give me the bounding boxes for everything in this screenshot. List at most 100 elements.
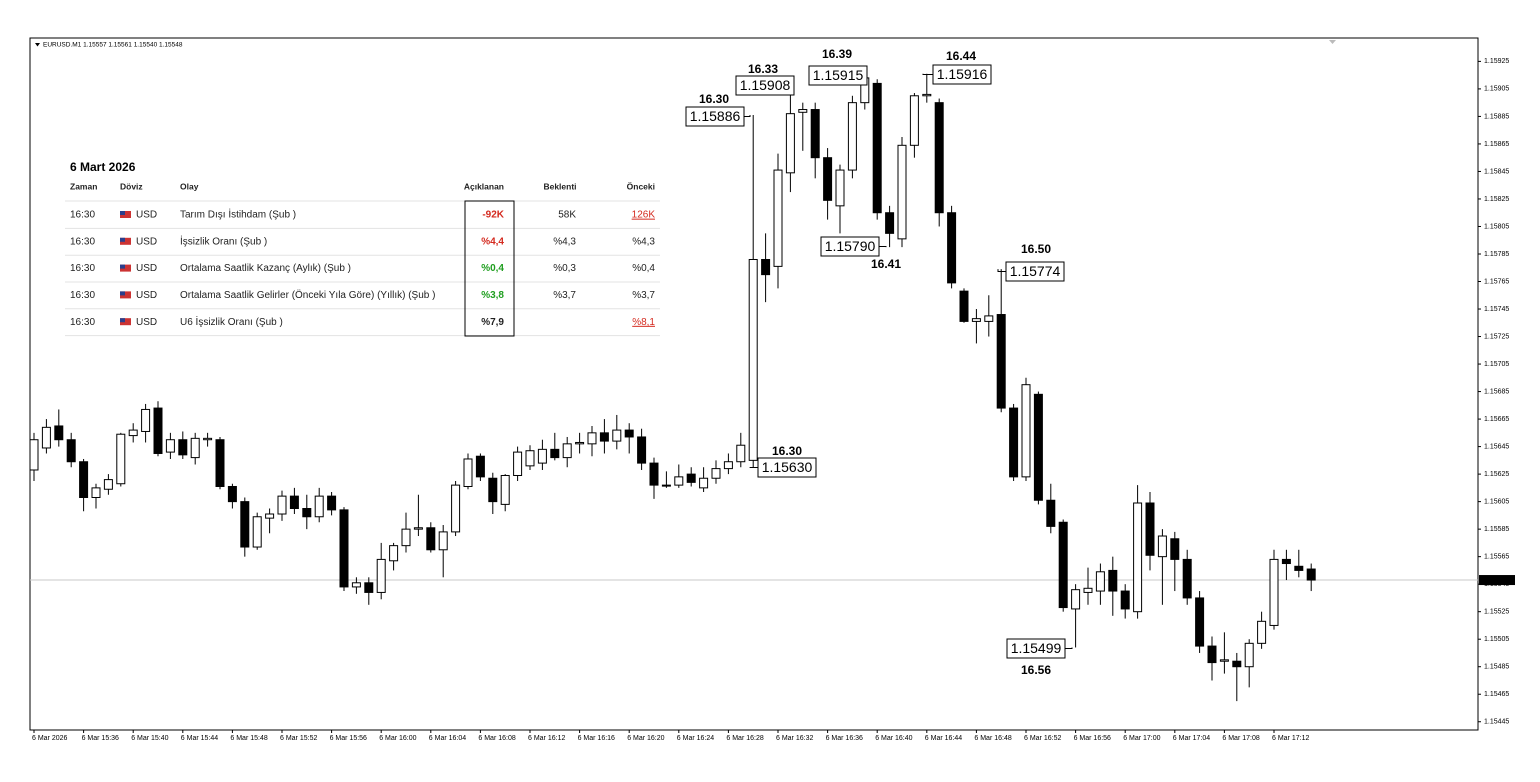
annotation-box (1006, 638, 1066, 659)
flag-icon (120, 318, 131, 326)
flag-icon-canton (120, 291, 125, 296)
x-tick-label: 6 Mar 15:36 (82, 735, 119, 742)
annotation-box (685, 106, 745, 127)
x-tick-label: 6 Mar 15:52 (280, 735, 317, 742)
candle-body (1033, 393, 1043, 501)
candle-body (29, 439, 39, 471)
y-tick-label: 1.15765 (1484, 278, 1509, 285)
candle-body (984, 315, 994, 322)
candle-body (54, 425, 64, 441)
candle-body (1232, 660, 1242, 668)
y-tick-label: 1.15465 (1484, 691, 1509, 698)
current-price-label: 1.15548 (1482, 577, 1507, 584)
candle-body (240, 501, 250, 548)
current-price-tag (1479, 575, 1515, 586)
event-previous: %3,7 (632, 290, 655, 301)
candle-body (178, 439, 188, 456)
event-actual: %4,4 (481, 236, 504, 247)
candle-body (41, 426, 51, 449)
annotation-price: 1.15908 (740, 77, 791, 93)
candle-body (1269, 558, 1279, 626)
candle-body (699, 477, 709, 489)
x-tick-label: 6 Mar 15:48 (230, 735, 267, 742)
y-tick-label: 1.15605 (1484, 498, 1509, 505)
event-currency: USD (136, 263, 157, 274)
event-name: Ortalama Saatlik Gelirler (Önceki Yıla G… (180, 289, 435, 301)
candle-body (1306, 568, 1316, 581)
candle-body (947, 212, 957, 284)
event-previous: %8,1 (632, 317, 655, 328)
event-forecast: %0,3 (553, 263, 576, 274)
x-tick-label: 6 Mar 17:08 (1222, 735, 1259, 742)
candle-body (203, 437, 213, 441)
x-tick-label: 6 Mar 16:52 (1024, 735, 1061, 742)
event-name: Tarım Dışı İstihdam (Şub ) (180, 208, 296, 221)
annotation-time: 16.41 (871, 257, 901, 271)
flag-icon-canton (120, 318, 125, 323)
x-tick-label: 6 Mar 16:12 (528, 735, 565, 742)
candle-body (872, 82, 882, 214)
candle-body (612, 429, 622, 442)
candle-body (1133, 502, 1143, 613)
candle-body (1207, 645, 1217, 664)
event-time: 16:30 (70, 263, 95, 274)
candle-body (711, 468, 721, 479)
x-tick-label: 6 Mar 16:56 (1074, 735, 1111, 742)
candle-body (971, 318, 981, 322)
candle-body (1145, 502, 1155, 556)
y-tick-label: 1.15565 (1484, 553, 1509, 560)
candle-body (1083, 587, 1093, 593)
candle-body (364, 582, 374, 593)
candle-body (785, 113, 795, 174)
candle-body (661, 484, 671, 487)
event-previous: %4,3 (632, 236, 655, 247)
x-tick-label: 6 Mar 16:24 (677, 735, 714, 742)
candle-body (376, 558, 386, 593)
y-tick-label: 1.15585 (1484, 526, 1509, 533)
x-tick-label: 6 Mar 16:36 (826, 735, 863, 742)
event-name: Ortalama Saatlik Kazanç (Aylık) (Şub ) (180, 263, 351, 274)
candle-body (723, 461, 733, 470)
candle-body (909, 95, 919, 146)
event-time: 16:30 (70, 210, 95, 221)
candle-body (413, 527, 423, 530)
candle-body (451, 484, 461, 533)
candle-body (1095, 571, 1105, 592)
candle-body (265, 513, 275, 519)
x-tick-label: 6 Mar 15:56 (330, 735, 367, 742)
candle-body (500, 474, 510, 505)
actual-column-frame (464, 200, 515, 337)
calendar-header: Önceki (627, 181, 655, 191)
y-tick-label: 1.15445 (1484, 719, 1509, 726)
event-currency: USD (136, 210, 157, 221)
candle-body (599, 432, 609, 442)
candle-body (401, 528, 411, 547)
x-tick-label: 6 Mar 15:44 (181, 735, 218, 742)
y-tick-label: 1.15845 (1484, 168, 1509, 175)
candle-body (227, 485, 237, 503)
x-tick-label: 6 Mar 16:08 (478, 735, 515, 742)
annotation-price: 1.15499 (1011, 640, 1062, 656)
candle-body (79, 461, 89, 498)
event-forecast: %4,3 (553, 236, 576, 247)
annotation-time: 16.56 (1021, 663, 1051, 677)
candle-body (277, 495, 287, 515)
candle-body (463, 458, 473, 487)
candle-body (66, 439, 76, 463)
annotation-price: 1.15916 (937, 66, 988, 82)
flag-icon (120, 264, 131, 272)
candle-body (897, 144, 907, 240)
flag-icon-canton (120, 264, 125, 269)
x-tick-label: 6 Mar 16:32 (776, 735, 813, 742)
annotation-box (820, 236, 880, 257)
candle-body (525, 450, 535, 467)
candle-body (773, 169, 783, 267)
annotation-price: 1.15774 (1010, 263, 1061, 279)
y-tick-label: 1.15485 (1484, 664, 1509, 671)
candle-body (91, 487, 101, 498)
candle-body (810, 109, 820, 159)
annotation-time: 16.50 (1021, 242, 1051, 256)
candle-body (128, 429, 138, 437)
